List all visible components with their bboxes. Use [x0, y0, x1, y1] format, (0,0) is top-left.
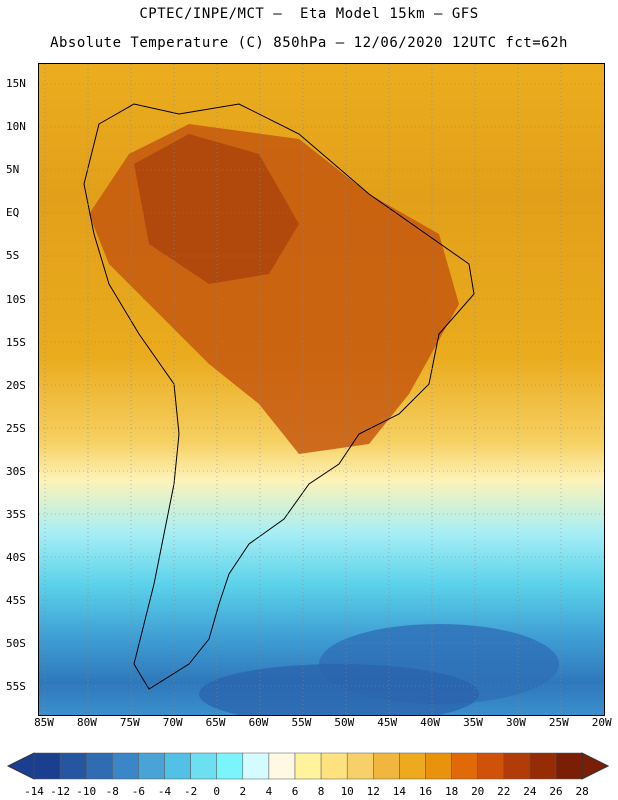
colorbar-swatch	[294, 752, 322, 780]
lat-label: 5S	[6, 249, 20, 263]
colorbar-tick-label: 0	[213, 785, 220, 798]
lat-label: 35S	[6, 508, 26, 521]
temperature-map	[38, 63, 605, 716]
colorbar-tick-label: 12	[366, 785, 380, 798]
colorbar-tick-label: 8	[317, 785, 325, 798]
colorbar-swatch	[85, 752, 113, 780]
lat-label: 15N	[6, 77, 26, 90]
colorbar-tick-label: 18	[444, 785, 459, 798]
colorbar-tick-label: 10	[340, 785, 354, 798]
colorbar-tick-label: -10	[76, 785, 97, 798]
lon-label: 75W	[119, 716, 140, 729]
colorbar-tick-label: -2	[183, 785, 198, 798]
colorbar-swatch	[373, 752, 400, 780]
colorbar-swatch	[190, 752, 217, 780]
lat-label: 55S	[6, 680, 26, 694]
colorbar-tick-label: 20	[471, 785, 485, 798]
colorbar-tick-label: -12	[50, 785, 71, 798]
lon-label: 70W	[162, 716, 183, 729]
title-line-1: CPTEC/INPE/MCT – Eta Model 15km – GFS	[139, 6, 479, 22]
colorbar-swatch	[216, 752, 244, 780]
colorbar-swatch	[425, 752, 452, 780]
lon-label: 60W	[248, 716, 269, 729]
colorbar-swatch	[555, 752, 583, 780]
lon-label: 45W	[377, 716, 398, 729]
lon-label: 35W	[463, 716, 483, 729]
colorbar-swatch	[451, 752, 478, 780]
colorbar-arrow-left	[6, 752, 35, 780]
colorbar-swatch	[477, 752, 505, 780]
lat-label: 5N	[6, 163, 20, 177]
lon-label: 55W	[291, 716, 312, 729]
colorbar-swatch	[164, 752, 191, 780]
lon-label: 65W	[205, 716, 226, 729]
lat-label: EQ	[6, 206, 20, 220]
lat-label: 30S	[6, 464, 26, 478]
lon-label: 50W	[334, 716, 355, 729]
colorbar-swatch	[399, 752, 426, 780]
colorbar-swatch	[59, 752, 87, 780]
colorbar-tick-label: -6	[131, 785, 146, 798]
colorbar-tick-label: -8	[105, 785, 119, 798]
grid	[39, 64, 604, 715]
colorbar-tick-label: -4	[157, 785, 172, 798]
colorbar-tick-label: 28	[575, 785, 589, 798]
colorbar-swatch	[320, 752, 348, 780]
colorbar-tick-label: 4	[265, 785, 273, 798]
colorbar-swatch	[33, 752, 61, 780]
lat-label: 10N	[6, 120, 26, 134]
lon-label: 25W	[548, 716, 569, 729]
colorbar-swatch	[268, 752, 296, 780]
colorbar-tick-label: 2	[239, 785, 247, 798]
lon-label: 85W	[34, 716, 54, 729]
colorbar-swatch	[138, 752, 165, 780]
colorbar	[6, 752, 610, 780]
colorbar-arrow-right	[581, 752, 610, 780]
colorbar-tick-label: 22	[497, 785, 511, 798]
colorbar-tick-label: 16	[418, 785, 433, 798]
lat-label: 20S	[6, 378, 26, 392]
colorbar-swatch	[529, 752, 557, 780]
colorbar-tick-label: 26	[549, 785, 563, 798]
colorbar-swatch	[346, 752, 374, 780]
colorbar-tick-label: -14	[24, 785, 44, 798]
lat-label: 10S	[6, 292, 26, 306]
colorbar-swatch	[242, 752, 270, 780]
lat-label: 45S	[6, 594, 26, 608]
hot-spot	[134, 134, 299, 284]
lon-label: 20W	[591, 716, 612, 729]
colorbar-tick-label: 14	[392, 785, 407, 798]
lat-label: 15S	[6, 335, 26, 349]
colorbar-swatch	[112, 752, 139, 780]
lat-label: 25S	[6, 421, 26, 435]
colorbar-tick-label: 24	[523, 785, 537, 798]
colorbar-tick-label: 6	[291, 785, 299, 798]
colorbar-swatch	[503, 752, 531, 780]
lon-label: 80W	[76, 716, 97, 729]
title-line-2: Absolute Temperature (C) 850hPa – 12/06/…	[50, 35, 568, 51]
lat-label: 50S	[6, 637, 26, 651]
lon-label: 40W	[420, 716, 441, 729]
lon-label: 30W	[505, 716, 526, 729]
coastline	[83, 103, 475, 690]
lat-label: 40S	[6, 551, 26, 565]
